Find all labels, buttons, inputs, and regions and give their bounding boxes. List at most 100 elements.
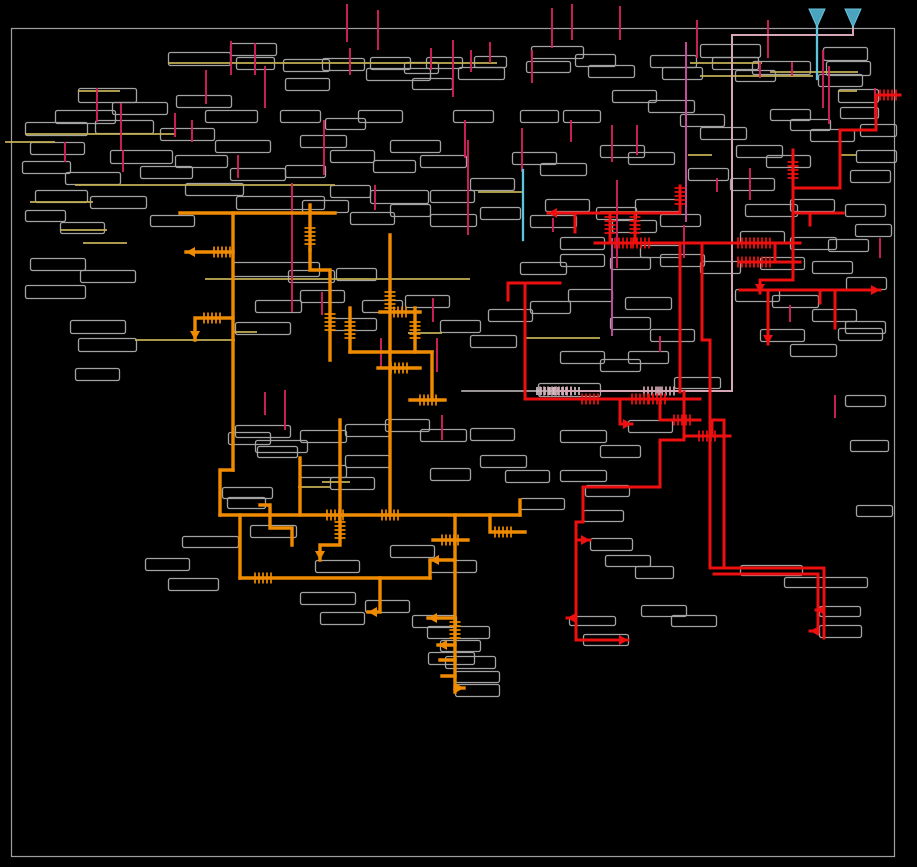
- equipment-label-box[interactable]: [314, 559, 361, 574]
- equipment-label-box[interactable]: [487, 308, 534, 323]
- equipment-label-box[interactable]: [469, 427, 516, 442]
- equipment-label-box[interactable]: [587, 64, 636, 79]
- equipment-label-box[interactable]: [429, 213, 478, 228]
- equipment-label-box[interactable]: [429, 467, 472, 482]
- equipment-label-box[interactable]: [845, 276, 888, 291]
- equipment-label-box[interactable]: [369, 189, 430, 205]
- equipment-label-box[interactable]: [144, 557, 191, 572]
- equipment-label-box[interactable]: [825, 60, 872, 77]
- equipment-label-box[interactable]: [372, 159, 417, 174]
- equipment-label-box[interactable]: [827, 238, 870, 253]
- equipment-label-box[interactable]: [647, 99, 696, 114]
- equipment-label-box[interactable]: [184, 182, 245, 197]
- equipment-label-box[interactable]: [24, 209, 67, 223]
- equipment-label-box[interactable]: [634, 565, 675, 580]
- orange-feeder-line[interactable]: [218, 468, 235, 517]
- equipment-label-box[interactable]: [469, 334, 518, 349]
- equipment-label-box[interactable]: [729, 177, 776, 192]
- equipment-label-box[interactable]: [54, 109, 117, 125]
- equipment-label-box[interactable]: [568, 615, 617, 627]
- equipment-label-box[interactable]: [559, 469, 608, 483]
- equipment-label-box[interactable]: [226, 496, 267, 510]
- equipment-label-box[interactable]: [254, 439, 309, 454]
- equipment-label-box[interactable]: [29, 141, 86, 156]
- equipment-label-box[interactable]: [299, 591, 357, 606]
- equipment-label-box[interactable]: [469, 177, 516, 192]
- red-feeder-line[interactable]: [712, 572, 820, 634]
- equipment-label-box[interactable]: [649, 328, 696, 343]
- equipment-label-box[interactable]: [427, 651, 476, 666]
- equipment-label-box[interactable]: [511, 151, 558, 166]
- equipment-label-box[interactable]: [181, 535, 240, 549]
- equipment-label-box[interactable]: [89, 195, 148, 210]
- equipment-label-box[interactable]: [79, 269, 137, 284]
- equipment-label-box[interactable]: [454, 670, 501, 684]
- red-feeder-line[interactable]: [700, 241, 712, 394]
- equipment-label-box[interactable]: [817, 73, 864, 88]
- equipment-label-box[interactable]: [649, 54, 698, 69]
- equipment-label-box[interactable]: [624, 296, 673, 311]
- equipment-label-box[interactable]: [604, 554, 652, 568]
- equipment-label-box[interactable]: [111, 101, 169, 116]
- equipment-label-box[interactable]: [855, 504, 894, 518]
- equipment-label-box[interactable]: [529, 300, 572, 315]
- equipment-label-box[interactable]: [811, 260, 854, 275]
- equipment-label-box[interactable]: [670, 614, 718, 628]
- equipment-label-box[interactable]: [609, 316, 652, 331]
- equipment-label-box[interactable]: [519, 109, 560, 124]
- equipment-label-box[interactable]: [457, 66, 506, 81]
- equipment-label-box[interactable]: [844, 394, 887, 408]
- equipment-label-box[interactable]: [329, 317, 378, 332]
- equipment-label-box[interactable]: [627, 419, 674, 434]
- equipment-label-box[interactable]: [444, 655, 497, 670]
- equipment-label-box[interactable]: [855, 149, 898, 164]
- equipment-label-box[interactable]: [254, 299, 303, 314]
- equipment-label-box[interactable]: [661, 66, 704, 81]
- orange-feeder-line[interactable]: [366, 576, 382, 614]
- equipment-label-box[interactable]: [544, 198, 591, 213]
- equipment-label-box[interactable]: [783, 576, 869, 589]
- equipment-label-box[interactable]: [24, 121, 89, 137]
- orange-feeder-line[interactable]: [258, 503, 294, 547]
- equipment-label-box[interactable]: [673, 376, 722, 390]
- equipment-label-box[interactable]: [357, 109, 404, 124]
- equipment-label-box[interactable]: [699, 43, 762, 59]
- equipment-label-box[interactable]: [419, 154, 468, 169]
- equipment-label-box[interactable]: [839, 106, 880, 120]
- equipment-label-box[interactable]: [139, 165, 194, 180]
- equipment-label-box[interactable]: [349, 211, 396, 226]
- equipment-label-box[interactable]: [751, 60, 812, 76]
- equipment-label-box[interactable]: [849, 439, 890, 453]
- equipment-label-box[interactable]: [679, 113, 726, 128]
- equipment-label-box[interactable]: [235, 195, 326, 211]
- equipment-label-box[interactable]: [611, 89, 658, 104]
- equipment-label-box[interactable]: [854, 223, 893, 238]
- equipment-label-box[interactable]: [109, 149, 174, 165]
- equipment-label-box[interactable]: [404, 294, 451, 309]
- feeder-source-marker[interactable]: [844, 8, 862, 29]
- red-feeder-line[interactable]: [708, 566, 826, 640]
- equipment-label-box[interactable]: [175, 94, 233, 109]
- equipment-label-box[interactable]: [627, 151, 676, 166]
- orange-feeder-line[interactable]: [488, 513, 527, 534]
- equipment-label-box[interactable]: [599, 358, 642, 373]
- equipment-label-box[interactable]: [765, 154, 812, 169]
- equipment-label-box[interactable]: [735, 144, 784, 159]
- equipment-label-box[interactable]: [419, 428, 468, 443]
- equipment-label-box[interactable]: [204, 109, 259, 124]
- red-feeder-line[interactable]: [658, 397, 702, 422]
- equipment-label-box[interactable]: [844, 203, 887, 218]
- equipment-label-box[interactable]: [229, 42, 278, 57]
- equipment-label-box[interactable]: [344, 454, 391, 469]
- equipment-label-box[interactable]: [699, 260, 742, 275]
- orange-feeder-line[interactable]: [308, 248, 332, 362]
- equipment-label-box[interactable]: [232, 261, 321, 278]
- equipment-label-box[interactable]: [74, 367, 121, 382]
- equipment-label-box[interactable]: [365, 67, 432, 82]
- equipment-label-box[interactable]: [818, 624, 863, 639]
- red-feeder-line[interactable]: [658, 390, 686, 489]
- equipment-label-box[interactable]: [627, 350, 670, 365]
- equipment-label-box[interactable]: [429, 189, 476, 204]
- equipment-label-box[interactable]: [559, 350, 606, 365]
